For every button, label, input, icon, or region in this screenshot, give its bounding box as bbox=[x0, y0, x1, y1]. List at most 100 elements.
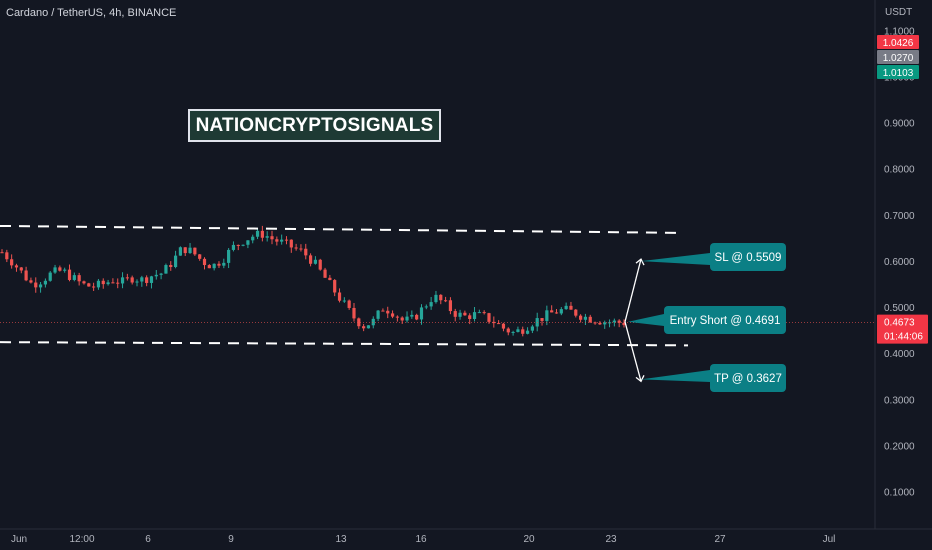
candle-body bbox=[5, 252, 9, 260]
candle-body bbox=[588, 316, 592, 323]
last-price-badge bbox=[877, 314, 928, 344]
candle-body bbox=[550, 310, 554, 313]
candle-body bbox=[410, 314, 414, 317]
y-tick-label: 0.7000 bbox=[884, 211, 915, 222]
candle-body bbox=[125, 277, 129, 279]
candle-body bbox=[554, 312, 559, 314]
last-price-label: 0.4673 bbox=[884, 318, 915, 329]
candle-body bbox=[149, 276, 154, 283]
price-badge bbox=[877, 50, 919, 64]
y-axis-unit: USDT bbox=[885, 7, 912, 18]
y-tick-label: 0.9000 bbox=[884, 119, 915, 130]
x-tick-label: 20 bbox=[523, 534, 535, 545]
candle-body bbox=[159, 273, 163, 275]
candle-body bbox=[583, 316, 588, 320]
candle-body bbox=[366, 325, 371, 329]
candle-body bbox=[246, 240, 250, 245]
candle-body bbox=[120, 277, 125, 284]
candle-body bbox=[395, 316, 399, 318]
candle-body bbox=[198, 254, 202, 259]
candle-body bbox=[135, 281, 139, 283]
candle-body bbox=[569, 305, 573, 310]
candle-body bbox=[241, 244, 245, 246]
candle-body bbox=[202, 258, 207, 266]
candle-body bbox=[164, 265, 168, 274]
candle-body bbox=[289, 239, 293, 248]
candle-body bbox=[58, 267, 62, 271]
candle-body bbox=[497, 323, 501, 325]
candle-body bbox=[222, 262, 226, 266]
candle-body bbox=[92, 286, 96, 288]
candle-body bbox=[24, 270, 28, 281]
candle-body bbox=[318, 259, 322, 270]
candle-body bbox=[564, 305, 568, 310]
candle-body bbox=[178, 247, 183, 256]
y-tick-label: 0.6000 bbox=[884, 257, 915, 268]
candle-body bbox=[506, 328, 510, 333]
y-tick-label: 0.4000 bbox=[884, 349, 915, 360]
candle-body bbox=[280, 239, 284, 242]
callout-label: TP @ 0.3627 bbox=[714, 373, 782, 385]
candle-body bbox=[390, 313, 395, 317]
candle-body bbox=[227, 249, 231, 263]
y-tick-label: 0.8000 bbox=[884, 165, 915, 176]
watermark-text: NATIONCRYPTOSIGNALS bbox=[195, 114, 434, 136]
candle-body bbox=[434, 294, 438, 303]
candle-body bbox=[116, 282, 120, 284]
candle-body bbox=[468, 315, 472, 319]
callout-box bbox=[664, 306, 786, 334]
candle-body bbox=[207, 265, 211, 269]
callout: Entry Short @ 0.4691 bbox=[628, 306, 786, 334]
candle-body bbox=[376, 310, 380, 319]
price-badge-label: 1.0103 bbox=[883, 68, 914, 79]
candle-body bbox=[525, 330, 530, 334]
candle-body bbox=[140, 277, 144, 282]
callout-pointer bbox=[641, 253, 710, 265]
candle-body bbox=[448, 300, 453, 312]
candle-body bbox=[67, 269, 72, 280]
sl-arrow-head bbox=[635, 258, 645, 266]
candle-body bbox=[14, 265, 19, 268]
candle-body bbox=[19, 267, 23, 271]
callout-label: Entry Short @ 0.4691 bbox=[670, 315, 781, 327]
candle-body bbox=[598, 322, 602, 325]
callout-box bbox=[710, 364, 786, 392]
candle-body bbox=[337, 292, 342, 301]
candle-body bbox=[53, 267, 57, 273]
candle-body bbox=[106, 282, 110, 285]
callout-pointer bbox=[628, 314, 664, 326]
x-tick-label: 27 bbox=[714, 534, 726, 545]
callouts-layer: SL @ 0.5509 Entry Short @ 0.4691 TP @ 0.36… bbox=[628, 243, 786, 392]
x-tick-label: Jul bbox=[823, 534, 836, 545]
candle-body bbox=[501, 323, 506, 329]
candle-body bbox=[328, 277, 332, 281]
candle-body bbox=[169, 265, 173, 268]
candle-body bbox=[530, 326, 534, 331]
candle-body bbox=[34, 282, 38, 288]
candle-body bbox=[0, 252, 4, 254]
candle-body bbox=[72, 275, 76, 280]
candle-body bbox=[463, 312, 467, 316]
candle-body bbox=[154, 274, 158, 277]
countdown-label: 01:44:06 bbox=[884, 332, 923, 343]
tp-arrow-line bbox=[624, 321, 642, 382]
candle-body bbox=[559, 309, 563, 314]
candle-body bbox=[622, 322, 626, 326]
candle-layer bbox=[0, 225, 626, 337]
candle-body bbox=[482, 312, 486, 314]
y-tick-label: 0.2000 bbox=[884, 441, 915, 452]
candle-body bbox=[183, 247, 187, 254]
candle-body bbox=[511, 331, 515, 333]
candle-body bbox=[439, 294, 443, 301]
candle-body bbox=[400, 317, 404, 321]
x-tick-label: 12:00 bbox=[69, 534, 94, 545]
symbol-header: Cardano / TetherUS, 4h, BINANCE bbox=[6, 7, 177, 19]
candle-body bbox=[275, 239, 279, 242]
candle-body bbox=[82, 281, 86, 284]
candle-body bbox=[516, 329, 520, 332]
candle-body bbox=[43, 280, 47, 285]
y-tick-label: 0.3000 bbox=[884, 395, 915, 406]
candle-body bbox=[251, 236, 255, 241]
